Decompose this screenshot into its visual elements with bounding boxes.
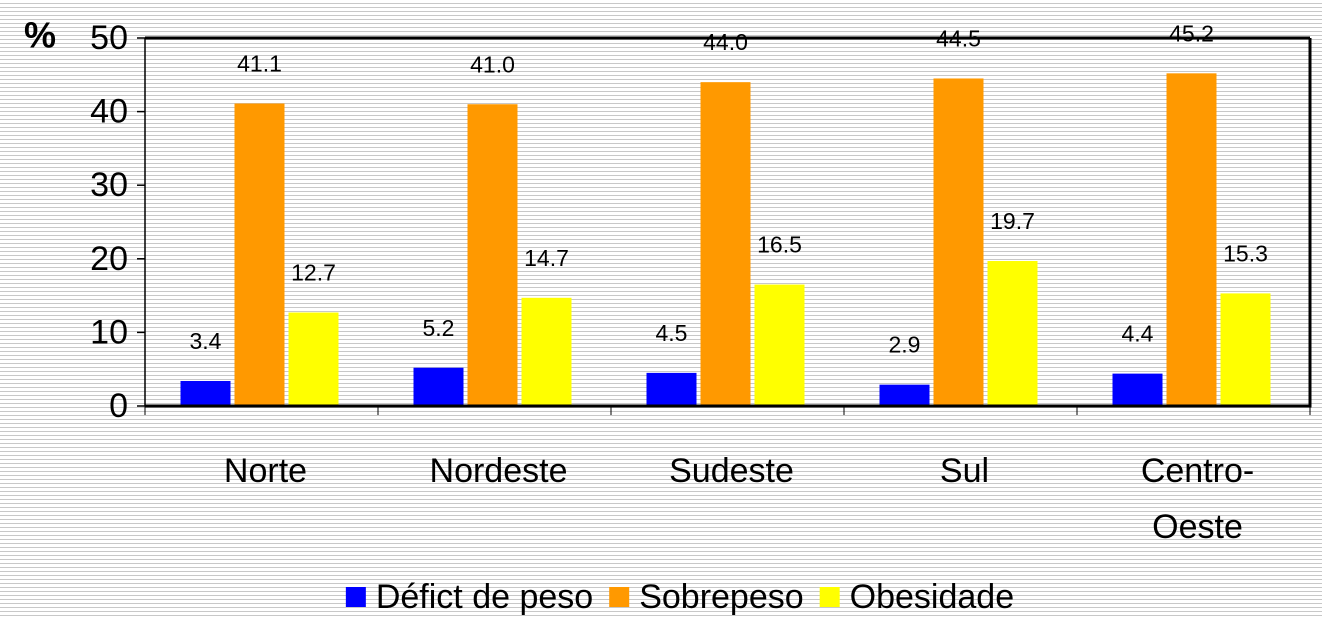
data-label: 44.5 [936,26,981,52]
bar [879,384,930,406]
bar [1112,373,1163,406]
x-tick-label: Nordeste [430,452,568,490]
y-tick-label: 0 [109,387,128,425]
data-label: 4.4 [1122,321,1154,347]
y-tick-label: 40 [90,93,128,131]
x-tick-label: Sul [940,452,989,490]
data-label: 15.3 [1223,240,1268,266]
bar [754,284,805,406]
bar [933,78,984,406]
bar [987,261,1038,406]
bar [180,380,231,406]
legend-label: Défict de peso [376,578,593,616]
bar [413,367,464,406]
x-tick-label: Centro-Oeste [1141,452,1254,546]
data-label: 41.0 [470,51,515,77]
x-tick-label: Sudeste [669,452,794,490]
bar [234,103,285,406]
data-label: 2.9 [889,332,921,358]
bar [1220,293,1271,406]
bar [521,297,572,406]
legend-swatch [819,587,840,607]
data-label: 45.2 [1169,20,1214,46]
data-label: 12.7 [291,260,336,286]
legend-label: Sobrepeso [639,578,803,616]
bar [1166,73,1217,406]
x-tick-label: Norte [224,452,307,490]
data-label: 16.5 [757,232,802,258]
data-label: 41.1 [237,51,282,77]
data-label: 19.7 [990,208,1035,234]
bar [288,312,339,406]
legend-label: Obesidade [850,578,1014,616]
y-tick-label: 10 [90,313,128,351]
y-tick-label: 20 [90,240,128,278]
data-label: 44.0 [703,29,748,55]
legend-swatch [345,587,366,607]
data-label: 4.5 [656,320,688,346]
data-label: 5.2 [423,315,455,341]
bar [700,82,751,406]
data-label: 3.4 [190,328,222,354]
y-tick-label: 50 [90,19,128,57]
bar [467,104,518,407]
y-axis-label: % [24,15,56,56]
legend-swatch [609,587,630,607]
data-label: 14.7 [524,245,569,271]
y-tick-label: 30 [90,166,128,204]
bar [646,372,697,406]
